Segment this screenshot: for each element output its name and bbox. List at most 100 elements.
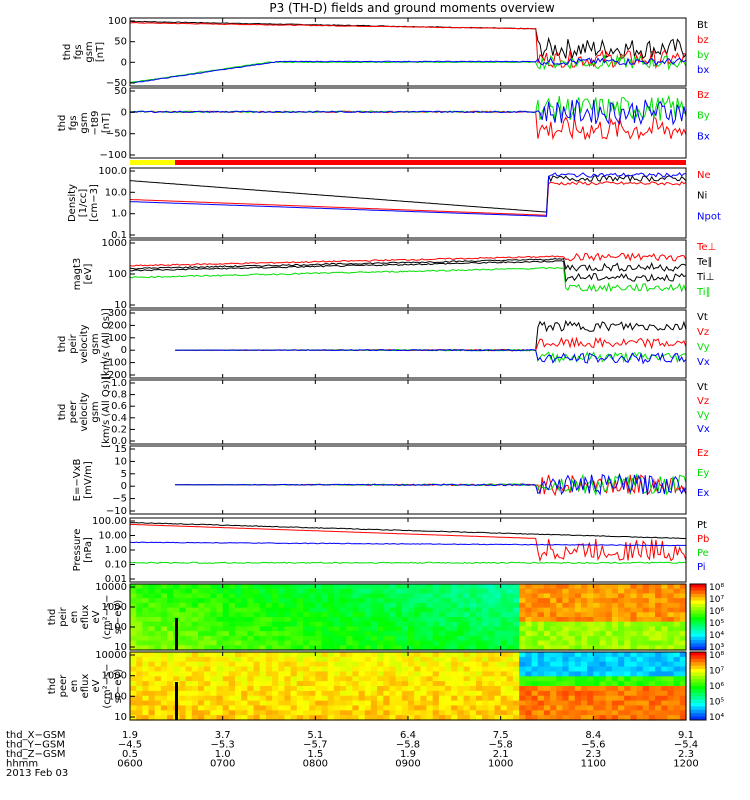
heatmap-cell [432, 681, 440, 687]
heatmap-cell [457, 593, 465, 599]
y-tick-label: 100 [108, 622, 127, 633]
heatmap-cell [210, 681, 218, 687]
heatmap-cell [395, 681, 403, 687]
heatmap-cell [222, 640, 230, 646]
y-axis-label: thd [47, 678, 58, 695]
heatmap-cell [185, 656, 193, 663]
heatmap-cell [272, 612, 279, 618]
heatmap-cell [426, 602, 434, 609]
heatmap-cell [414, 652, 421, 658]
heatmap-cell [321, 676, 329, 682]
heatmap-cell [426, 631, 434, 637]
heatmap-cell [216, 656, 224, 663]
heatmap-cell [667, 652, 675, 658]
heatmap-cell [321, 700, 329, 707]
heatmap-cell [593, 686, 601, 692]
heatmap-cell [309, 588, 316, 594]
heatmap-cell [642, 631, 650, 637]
heatmap-cell [160, 661, 168, 668]
heatmap-cell [494, 695, 502, 702]
heatmap-cell [414, 676, 421, 682]
heatmap-cell [309, 617, 316, 623]
heatmap-cell [259, 617, 267, 623]
x-tick-label-t: 0900 [395, 759, 420, 770]
heatmap-cell [673, 700, 681, 707]
heatmap-cell [136, 705, 143, 711]
heatmap-cell [179, 640, 187, 646]
heatmap-cell [630, 602, 638, 609]
heatmap-cell [648, 656, 656, 663]
heatmap-cell [519, 656, 526, 663]
heatmap-cell [296, 640, 304, 646]
heatmap-cell [513, 626, 520, 632]
heatmap-cell [587, 626, 594, 632]
heatmap-cell [618, 631, 625, 637]
heatmap-cell [630, 645, 638, 651]
heatmap-cell [210, 626, 218, 632]
heatmap-cell [327, 626, 335, 632]
heatmap-cell [587, 631, 594, 637]
heatmap-cell [315, 695, 323, 702]
heatmap-cell [160, 666, 168, 673]
heatmap-cell [346, 617, 353, 623]
heatmap-cell [333, 676, 341, 682]
heatmap-cell [605, 671, 613, 677]
heatmap-cell [130, 686, 137, 692]
heatmap-cell [389, 695, 397, 702]
heatmap-cell [160, 588, 168, 594]
heatmap-cell [173, 676, 180, 682]
colorbar-segment [690, 597, 706, 601]
panel-frame [129, 379, 687, 445]
heatmap-cell [445, 710, 452, 716]
heatmap-cell [395, 671, 403, 677]
panel-8: PtPbPePi100.0010.001.000.100.01Pressure[… [72, 516, 709, 585]
heatmap-cell [543, 621, 551, 627]
heatmap-cell [160, 695, 168, 702]
heatmap-cell [494, 656, 502, 663]
heatmap-cell [605, 686, 613, 692]
x-axis-row-label: thd_X−GSM [6, 730, 66, 741]
heatmap-cell [476, 621, 483, 627]
heatmap-cell [265, 661, 273, 668]
heatmap-cell [315, 621, 323, 627]
heatmap-cell [130, 617, 137, 623]
heatmap-cell [364, 612, 372, 618]
heatmap-cell [587, 593, 594, 599]
y-axis-label: gsm [90, 401, 101, 422]
series-line-te∥ [129, 257, 687, 272]
heatmap-cell [642, 700, 650, 707]
heatmap-cell [581, 666, 588, 673]
heatmap-cell [284, 626, 292, 632]
heatmap-cell [364, 715, 372, 721]
heatmap-cell [581, 626, 588, 632]
x-tick-label-t: 1100 [581, 759, 606, 770]
heatmap-cell [556, 666, 564, 673]
series-line-pb [129, 523, 687, 563]
heatmap-cell [210, 645, 218, 651]
heatmap-cell [395, 700, 403, 707]
heatmap-cell [259, 710, 267, 716]
heatmap-cell [593, 715, 601, 721]
heatmap-cell [463, 695, 471, 702]
heatmap-cell [253, 598, 261, 604]
heatmap-cell [500, 690, 508, 697]
heatmap-cell [500, 686, 508, 692]
heatmap-cell [630, 584, 638, 590]
x-tick-label-x: 8.4 [585, 730, 601, 741]
heatmap-cell [426, 656, 434, 663]
heatmap-cell [593, 612, 601, 618]
heatmap-cell [618, 695, 625, 702]
heatmap-cell [154, 593, 162, 599]
heatmap-cell [358, 584, 366, 590]
heatmap-cell [204, 635, 211, 642]
heatmap-cell [562, 700, 570, 707]
heatmap-cell [377, 631, 384, 637]
heatmap-cell [581, 710, 588, 716]
heatmap-cell [420, 656, 428, 663]
heatmap-cell [241, 617, 248, 623]
heatmap-cell [562, 602, 570, 609]
heatmap-cell [457, 617, 465, 623]
heatmap-cell [624, 656, 631, 663]
heatmap-cell [543, 617, 551, 623]
heatmap-cell [383, 690, 391, 697]
